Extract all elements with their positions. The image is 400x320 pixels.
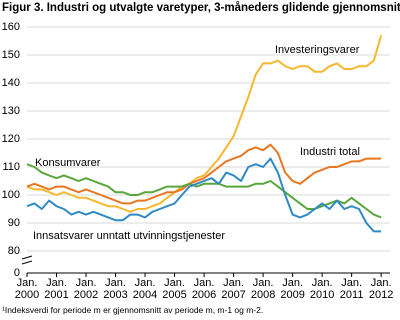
x-tick-label: Jan. 2011 xyxy=(339,277,364,301)
x-tick-label: Jan. 2012 xyxy=(368,277,394,301)
x-tick-label: Jan. 2006 xyxy=(191,277,217,301)
y-tick-label: 90 xyxy=(8,217,20,229)
x-tick-label: Jan. 2007 xyxy=(221,277,246,301)
series-line xyxy=(26,157,382,233)
y-tick-label: 130 xyxy=(2,105,20,117)
series-line xyxy=(26,163,382,219)
series-line xyxy=(26,143,382,205)
x-tick-label: Jan. 2001 xyxy=(44,277,69,301)
x-tick-label: Jan. 2002 xyxy=(73,277,99,301)
x-tick-label: Jan. 2000 xyxy=(14,277,40,301)
axis-break xyxy=(21,255,33,265)
y-tick-label: 160 xyxy=(2,21,20,33)
x-tick-label: Jan. 2003 xyxy=(103,277,128,301)
x-tick-label: Jan. 2010 xyxy=(309,277,335,301)
footnote: ¹Indeksverdi for periode m er gjennomsni… xyxy=(2,305,264,315)
y-tick-label: 80 xyxy=(8,245,20,257)
y-tick-label: 120 xyxy=(2,133,20,145)
chart-title: Figur 3. Industri og utvalgte varetyper,… xyxy=(2,2,400,14)
x-tick-label: Jan. 2004 xyxy=(132,277,158,301)
series-line xyxy=(26,35,383,213)
x-tick-label: Jan. 2008 xyxy=(250,277,276,301)
series-label: Industri total xyxy=(300,146,360,158)
y-tick-label: 140 xyxy=(2,77,20,89)
x-tick-label: Jan. 2005 xyxy=(162,277,187,301)
y-tick-label: 110 xyxy=(2,161,20,173)
series-label: Innsatsvarer unntatt utvinningstjenester xyxy=(33,230,225,242)
y-tick-label: 100 xyxy=(2,189,20,201)
series-label: Konsumvarer xyxy=(35,157,101,169)
series-label: Investeringsvarer xyxy=(275,44,360,56)
x-tick-label: Jan. 2009 xyxy=(280,277,305,301)
y-tick-label: 150 xyxy=(2,49,20,61)
y-tick-label: 0 xyxy=(14,267,20,279)
